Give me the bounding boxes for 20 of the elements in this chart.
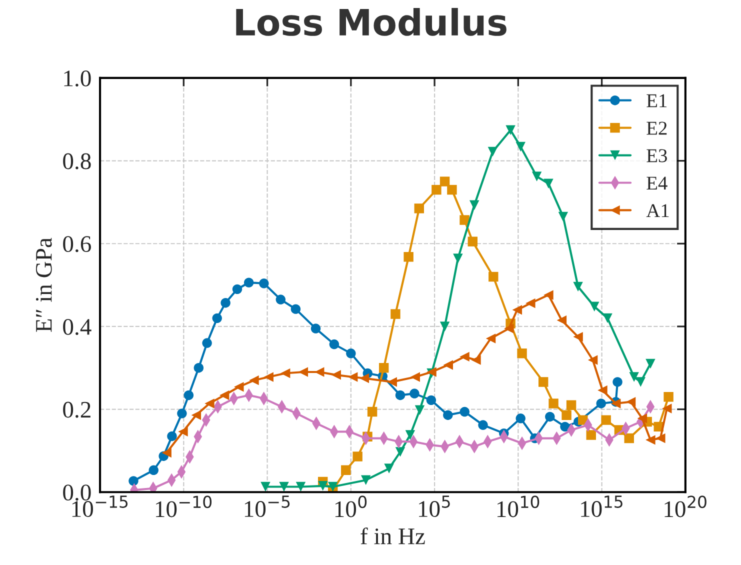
legend-label: E3 xyxy=(646,149,667,162)
x-tick-label: 10$^{10}$ xyxy=(497,496,540,518)
legend-label: E1 xyxy=(646,94,667,108)
y-tick-label: 0.6 xyxy=(63,236,91,252)
x-tick-label: 10$^{15}$ xyxy=(581,496,622,517)
x-tick-label: 10$^{0}$ xyxy=(335,496,367,518)
x-tick-label: 10$^{−10}$ xyxy=(156,496,212,518)
y-axis-title: E″ in GPa xyxy=(36,238,52,332)
legend-label: A1 xyxy=(646,204,669,218)
x-axis-title: f in Hz xyxy=(360,527,425,544)
y-tick-label: 1.0 xyxy=(64,70,91,86)
x-tick-label: 10$^{20}$ xyxy=(664,496,706,518)
chart-title: Loss Modulus xyxy=(236,8,506,36)
y-tick-label: 0.2 xyxy=(63,402,90,418)
x-tick-label: 10$^{−5}$ xyxy=(244,496,290,517)
y-tick-label: 0.4 xyxy=(63,318,92,335)
y-tick-label: 0.8 xyxy=(63,153,91,170)
legend-label: E2 xyxy=(646,122,667,135)
x-tick-label: 10$^{5}$ xyxy=(419,496,450,517)
legend-label: E4 xyxy=(646,176,668,190)
